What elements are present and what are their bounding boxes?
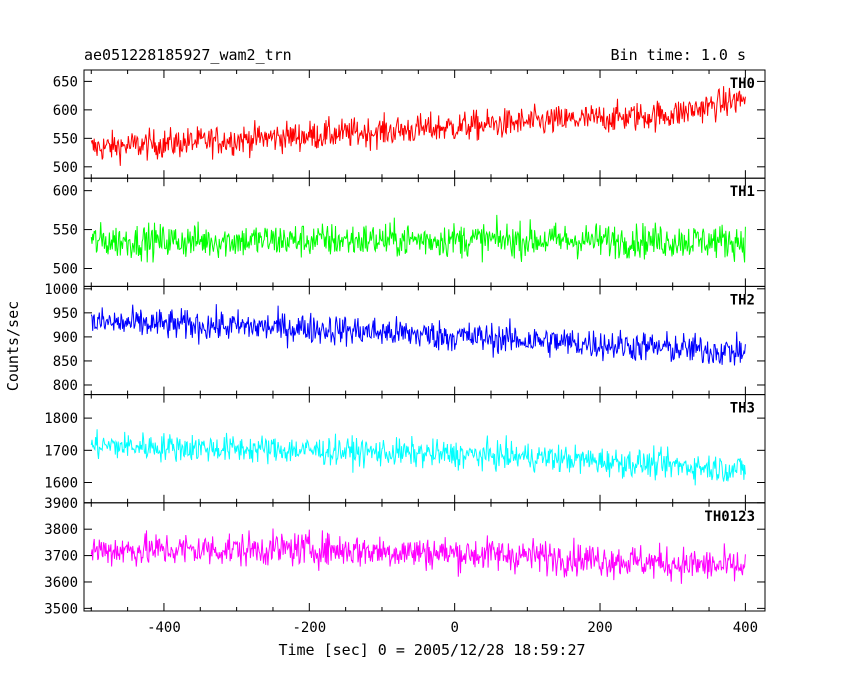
x-axis-label: Time [sec] 0 = 2005/12/28 18:59:27	[278, 641, 585, 659]
y-tick-label-th3: 1600	[44, 476, 78, 492]
x-tick-label: 200	[587, 620, 612, 636]
y-axis-label: Counts/sec	[4, 301, 22, 391]
x-tick-label: -400	[147, 620, 181, 636]
series-line-th1	[90, 214, 746, 263]
series-line-th0123	[90, 528, 746, 584]
panels-group: 500 550 600 650 TH0 500 550 600 TH1 800 850 900 950 1…	[44, 69, 766, 636]
series-line-th2	[90, 304, 746, 366]
series-label-th0: TH0	[730, 76, 755, 92]
y-tick-label-th2: 1000	[44, 282, 78, 298]
y-tick-label-th0123: 3900	[44, 496, 78, 512]
chart-title: ae051228185927_wam2_trn	[84, 46, 292, 64]
y-tick-label-th0123: 3700	[44, 549, 78, 565]
series-label-th2: TH2	[730, 292, 755, 308]
x-tick-label: -200	[292, 620, 326, 636]
y-tick-label-th0123: 3500	[44, 601, 78, 617]
panel-frame-th2	[83, 285, 766, 396]
y-tick-label-th0123: 3800	[44, 522, 78, 538]
y-tick-label-th0123: 3600	[44, 575, 78, 591]
y-tick-label-th1: 600	[53, 184, 78, 200]
y-tick-label-th1: 500	[53, 261, 78, 277]
panel-frame-th0	[83, 69, 766, 179]
y-tick-label-th1: 550	[53, 223, 78, 239]
series-label-th1: TH1	[730, 184, 755, 200]
y-tick-label-th0: 550	[53, 131, 78, 147]
y-tick-label-th0: 650	[53, 74, 78, 90]
y-tick-label-th3: 1800	[44, 411, 78, 427]
series-label-th3: TH3	[730, 401, 755, 417]
series-line-th3	[90, 429, 746, 486]
series-line-th0	[90, 86, 746, 166]
y-tick-label-th3: 1700	[44, 443, 78, 459]
y-tick-label-th2: 800	[53, 378, 78, 394]
y-tick-label-th2: 950	[53, 306, 78, 322]
y-tick-label-th2: 900	[53, 330, 78, 346]
panel-frame-th0123	[83, 502, 766, 612]
bin-time-label: Bin time: 1.0 s	[611, 46, 746, 64]
y-tick-label-th0: 500	[53, 160, 78, 176]
y-tick-label-th0: 600	[53, 103, 78, 119]
x-tick-label: 400	[733, 620, 758, 636]
x-tick-label: 0	[450, 620, 458, 636]
y-tick-label-th2: 850	[53, 354, 78, 370]
series-label-th0123: TH0123	[704, 509, 755, 525]
